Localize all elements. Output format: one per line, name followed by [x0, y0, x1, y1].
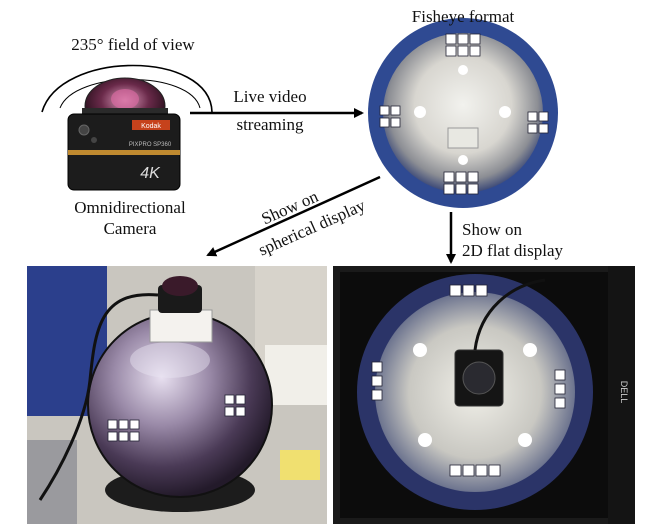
marker-tiles-bottom [443, 171, 479, 195]
ceiling-light [458, 155, 468, 165]
ceiling-light [518, 433, 532, 447]
flat-marker-tiles [371, 284, 566, 477]
live-video-label-line1: Live video [233, 87, 307, 106]
camera-mount [149, 309, 213, 343]
camera-gold-band [68, 150, 180, 155]
spherical-display-photo [27, 266, 327, 524]
monitor-brand-text: DELL [619, 381, 629, 404]
sticky-note [280, 450, 320, 480]
dome-marker-tiles [107, 394, 246, 442]
flat-label-line2: 2D flat display [462, 241, 564, 260]
flat-label-line1: Show on [462, 220, 522, 239]
fisheye-interior [383, 33, 543, 193]
spherical-display-arrow [206, 175, 381, 257]
flat-display-photo: DELL [333, 266, 635, 524]
camera-button [78, 124, 90, 136]
mounted-camera-lens [162, 276, 198, 296]
ceiling-light [499, 106, 511, 118]
live-video-label-line2: streaming [236, 115, 304, 134]
fov-label: 235° field of view [71, 35, 195, 54]
paper-sheet [265, 345, 327, 405]
omnidirectional-camera-illustration: Kodak PIXPRO SP360 4K [41, 64, 213, 191]
front-camera-cable [473, 278, 546, 351]
monitor-bezel [608, 266, 635, 524]
fov-arc [41, 64, 213, 113]
ceiling-light [413, 343, 427, 357]
camera-cable [38, 293, 159, 501]
lens-ring [82, 108, 168, 118]
kodak-brand-text: Kodak [141, 123, 161, 130]
ceiling-light [523, 343, 537, 357]
ceiling-light [414, 106, 426, 118]
kodak-logo [132, 120, 170, 130]
ceiling-light [458, 65, 468, 75]
marker-tiles-top [445, 33, 481, 57]
camera-label-line1: Omnidirectional [74, 198, 186, 217]
dome-reflection [130, 342, 210, 378]
fisheye-format-image [368, 18, 558, 208]
marker-tiles-left [379, 105, 401, 128]
ceiling-light [418, 433, 432, 447]
camera-port [91, 137, 97, 143]
camera-label-line2: Camera [103, 219, 157, 238]
center-panel [447, 127, 479, 149]
marker-tiles-right [527, 111, 549, 134]
camera-4k-text: 4K [140, 165, 161, 182]
camera-model-text: PIXPRO SP360 [129, 142, 172, 148]
front-camera-lens [462, 361, 496, 395]
fisheye-format-label: Fisheye format [411, 7, 515, 26]
lens-highlight [111, 89, 139, 109]
